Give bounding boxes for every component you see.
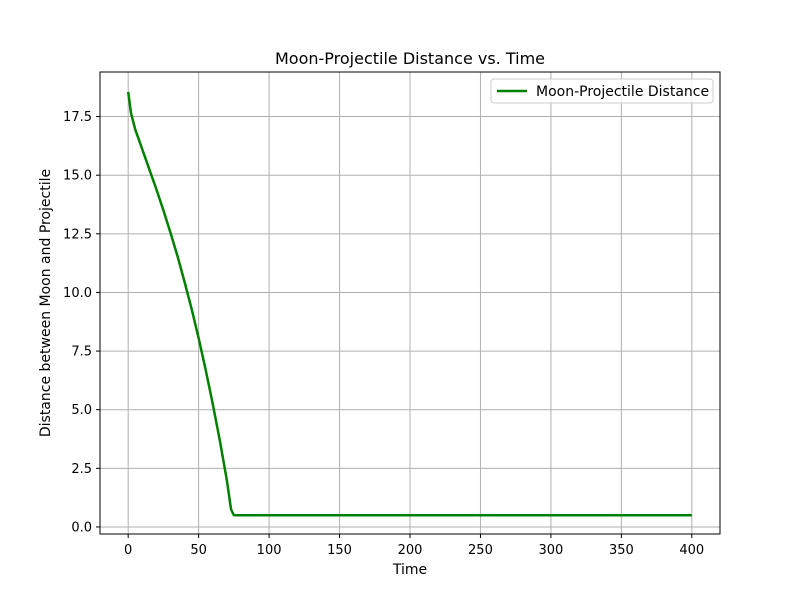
y-axis-label: Distance between Moon and Projectile (38, 169, 54, 437)
legend-label: Moon-Projectile Distance (536, 84, 709, 100)
series-layer (126, 91, 692, 517)
chart-title: Moon-Projectile Distance vs. Time (275, 49, 545, 68)
y-tick-label: 2.5 (71, 462, 92, 477)
y-tick-label: 7.5 (71, 345, 92, 360)
grid (100, 72, 720, 534)
ticks: 0 50 100 150 200 250 300 350 400 0.0 2.5 5.0 7.5 10.0… (63, 110, 704, 558)
x-tick-label: 150 (327, 543, 352, 558)
legend: Moon-Projectile Distance (490, 78, 714, 104)
x-tick-label: 0 (124, 543, 132, 558)
x-tick-label: 400 (679, 543, 704, 558)
y-tick-label: 17.5 (63, 110, 92, 125)
y-tick-label: 5.0 (71, 403, 92, 418)
x-tick-label: 200 (398, 543, 423, 558)
x-tick-label: 50 (190, 543, 207, 558)
y-tick-label: 0.0 (71, 520, 92, 535)
x-tick-label: 100 (257, 543, 282, 558)
x-axis-label: Time (392, 562, 427, 578)
y-tick-label: 15.0 (63, 169, 92, 184)
x-tick-label: 250 (468, 543, 493, 558)
x-tick-label: 350 (609, 543, 634, 558)
x-tick-label: 300 (538, 543, 563, 558)
series-line (126, 91, 692, 517)
y-tick-label: 10.0 (63, 286, 92, 301)
legend-box (490, 78, 714, 104)
y-tick-label: 12.5 (63, 227, 92, 242)
